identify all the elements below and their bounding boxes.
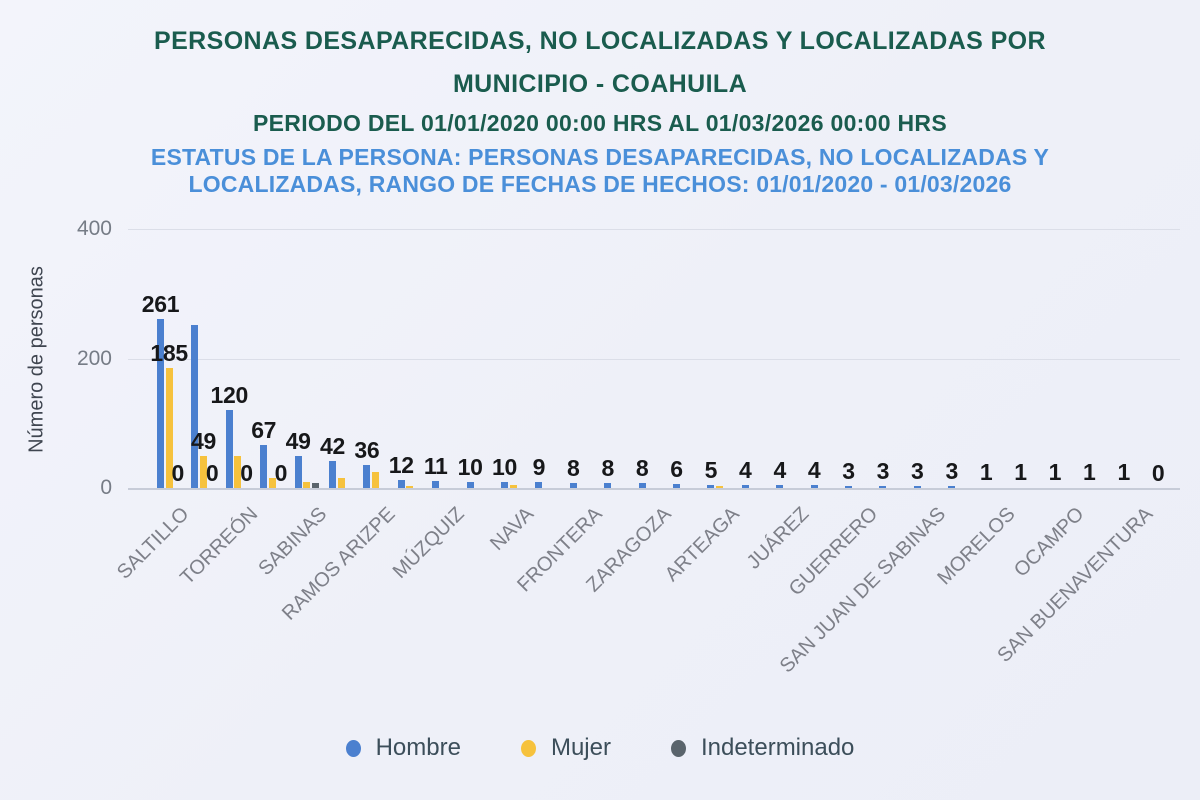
data-label-hombre-3: 67: [251, 416, 277, 443]
bar-hombre-20[interactable]: [845, 486, 852, 488]
chart-title-line1: PERSONAS DESAPARECIDAS, NO LOCALIZADAS Y…: [154, 27, 1046, 55]
bar-hombre-4[interactable]: [294, 456, 302, 488]
data-label-hombre-11: 9: [532, 454, 546, 481]
data-label-hombre-15: 6: [670, 456, 683, 483]
bar-hombre-13[interactable]: [604, 482, 612, 488]
x-axis-label-18: JUÁREZ: [742, 503, 813, 574]
y-axis-tick-label-0: 0: [100, 476, 112, 499]
data-label-hombre-29: 0: [1151, 460, 1165, 486]
bar-hombre-19[interactable]: [810, 485, 818, 488]
bar-hombre-7[interactable]: [397, 480, 405, 488]
gridline-y-200: [128, 358, 1180, 360]
legend-label-hombre: Hombre: [375, 734, 461, 761]
bar-indeterminado-4[interactable]: [311, 482, 319, 488]
data-label-hombre-16: 5: [704, 456, 718, 483]
legend-label-indeterminado: Indeterminado: [700, 734, 855, 761]
period-subtitle: PERIODO DEL 01/01/2020 00:00 HRS AL 01/0…: [253, 110, 947, 136]
data-label-indeterminado-0: 0: [171, 460, 184, 486]
data-label-hombre-21: 3: [876, 458, 890, 485]
bar-hombre-18[interactable]: [776, 485, 784, 488]
bar-mujer-2[interactable]: [234, 455, 242, 488]
bar-mujer-7[interactable]: [406, 486, 414, 488]
data-label-hombre-13: 8: [601, 454, 614, 481]
bar-hombre-5[interactable]: [329, 460, 336, 488]
bar-hombre-3[interactable]: [260, 444, 268, 488]
bar-hombre-0[interactable]: [157, 319, 164, 488]
bar-mujer-3[interactable]: [268, 477, 276, 488]
data-label-hombre-4: 49: [285, 428, 311, 455]
data-label-hombre-26: 1: [1048, 459, 1062, 486]
chart-legend: Hombre Mujer Indeterminado: [0, 734, 1200, 762]
bar-hombre-10[interactable]: [501, 481, 508, 488]
x-axis-label-16: ARTEAGA: [661, 503, 745, 586]
bar-hombre-9[interactable]: [466, 481, 474, 488]
bar-mujer-1[interactable]: [200, 456, 207, 488]
bar-mujer-10[interactable]: [509, 484, 517, 488]
bar-hombre-22[interactable]: [913, 486, 921, 488]
y-axis-tick-label-400: 400: [76, 217, 112, 240]
bar-hombre-8[interactable]: [432, 480, 440, 488]
data-label-mujer-0: 185: [150, 340, 188, 367]
legend-item-mujer[interactable]: Mujer: [520, 734, 611, 762]
status-subtitle-line2: LOCALIZADAS, RANGO DE FECHAS DE HECHOS: …: [188, 171, 1012, 197]
bar-mujer-16[interactable]: [716, 486, 723, 488]
data-label-hombre-17: 4: [739, 457, 752, 484]
data-label-hombre-5: 42: [320, 432, 345, 459]
bar-mujer-4[interactable]: [303, 481, 311, 488]
data-label-hombre-22: 3: [911, 458, 924, 485]
bar-hombre-1[interactable]: [191, 325, 199, 488]
data-label-hombre-9: 10: [457, 453, 483, 480]
data-label-hombre-18: 4: [773, 457, 786, 484]
bar-hombre-15[interactable]: [673, 484, 680, 488]
bar-hombre-23[interactable]: [948, 486, 956, 488]
data-label-hombre-25: 1: [1014, 459, 1027, 486]
gridline-y-400: [128, 229, 1180, 230]
data-label-hombre-6: 36: [354, 436, 380, 463]
bar-hombre-14[interactable]: [638, 482, 646, 488]
data-label-hombre-20: 3: [842, 458, 855, 485]
data-label-hombre-7: 12: [388, 452, 414, 479]
bar-hombre-12[interactable]: [569, 482, 577, 488]
data-label-hombre-19: 4: [807, 457, 821, 484]
legend-item-hombre[interactable]: Hombre: [345, 734, 461, 762]
data-label-hombre-23: 3: [945, 458, 958, 485]
y-axis-tick-label-200: 200: [76, 346, 112, 370]
legend-label-mujer: Mujer: [550, 734, 611, 761]
data-label-hombre-12: 8: [567, 454, 580, 481]
chart-title-line2: MUNICIPIO - COAHUILA: [452, 70, 748, 98]
bar-hombre-21[interactable]: [879, 486, 887, 488]
data-label-hombre-2: 120: [210, 382, 249, 409]
bar-mujer-6[interactable]: [372, 472, 379, 488]
bar-hombre-2[interactable]: [225, 410, 233, 488]
bar-mujer-0[interactable]: [165, 368, 173, 488]
gridline-y-0: [128, 488, 1180, 490]
status-subtitle-line1: ESTATUS DE LA PERSONA: PERSONAS DESAPARE…: [150, 144, 1050, 170]
data-label-hombre-24: 1: [979, 459, 993, 486]
legend-dot-mujer: [520, 739, 536, 757]
bar-hombre-16[interactable]: [707, 484, 715, 488]
legend-dot-indeterminado: [670, 739, 686, 757]
bar-hombre-11[interactable]: [535, 482, 543, 488]
legend-dot-hombre: [345, 739, 361, 757]
data-label-hombre-28: 1: [1117, 459, 1130, 486]
bar-mujer-5[interactable]: [337, 478, 345, 488]
bar-hombre-17[interactable]: [741, 485, 749, 488]
data-label-hombre-10: 10: [492, 453, 517, 480]
data-label-indeterminado-3: 0: [274, 460, 288, 486]
bar-hombre-6[interactable]: [363, 464, 371, 488]
legend-item-indeterminado[interactable]: Indeterminado: [670, 734, 855, 762]
data-label-indeterminado-2: 0: [240, 460, 253, 486]
data-label-mujer-1: 49: [191, 428, 216, 455]
x-axis-label-10: NAVA: [485, 503, 538, 555]
data-label-hombre-27: 1: [1083, 459, 1096, 486]
data-label-hombre-8: 11: [423, 452, 448, 479]
data-label-hombre-0: 261: [141, 291, 180, 317]
data-label-indeterminado-1: 0: [205, 460, 219, 486]
x-axis-label-8: MÚZQUIZ: [388, 503, 469, 583]
data-label-hombre-14: 8: [635, 454, 649, 481]
